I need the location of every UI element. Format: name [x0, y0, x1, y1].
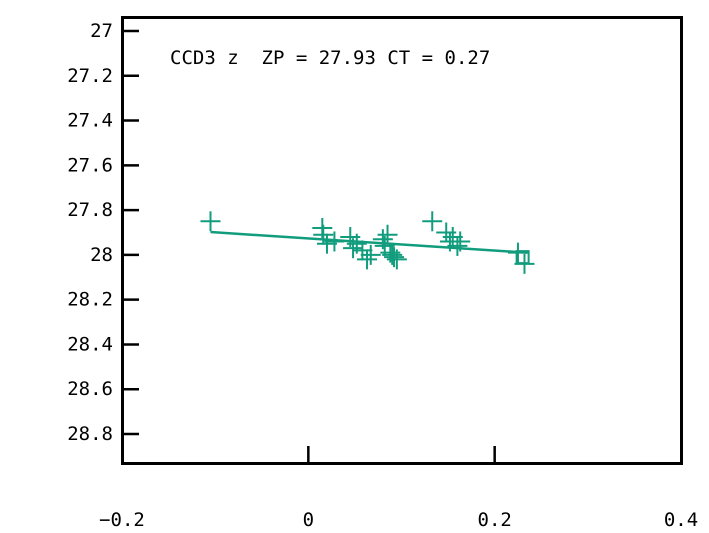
y-tick-label: 27.8 — [67, 199, 113, 221]
data-point — [384, 247, 405, 268]
x-tick-label: 0 — [303, 509, 314, 531]
y-tick-label: 28.6 — [67, 378, 113, 400]
data-point — [313, 224, 334, 245]
x-axis: −0.2 0 0.2 0.4 — [99, 446, 698, 531]
data-point — [422, 211, 443, 232]
fit-endpoint-square — [515, 250, 530, 265]
y-tick-label: 28 — [90, 244, 113, 266]
y-tick-label: 27.6 — [67, 154, 113, 176]
y-tick-label: 28.2 — [67, 289, 113, 311]
y-tick-label: 27.4 — [67, 110, 113, 132]
data-point — [382, 244, 403, 265]
x-tick-label: 0.4 — [664, 509, 698, 531]
y-tick-label: 28.4 — [67, 333, 113, 355]
plot-frame — [121, 16, 683, 465]
data-point — [352, 240, 373, 261]
y-tick-label: 27.2 — [67, 65, 113, 87]
fit-line-group — [210, 230, 530, 265]
x-tick-label: 0.2 — [478, 509, 512, 531]
y-axis: 27 27.2 27.4 27.6 27.8 28 28.2 28.4 28.6 28.8 — [67, 20, 139, 445]
fit-line — [210, 230, 528, 254]
data-point — [357, 249, 378, 270]
chart-annotation: CCD3 z ZP = 27.93 CT = 0.27 — [170, 47, 490, 69]
data-point — [360, 244, 381, 265]
data-point — [447, 235, 468, 256]
x-tick-label: −0.2 — [99, 509, 145, 531]
data-point — [377, 224, 398, 245]
y-tick-label: 27 — [90, 20, 113, 42]
data-point — [386, 249, 407, 270]
data-point — [200, 211, 221, 232]
y-tick-label: 28.8 — [67, 423, 113, 445]
